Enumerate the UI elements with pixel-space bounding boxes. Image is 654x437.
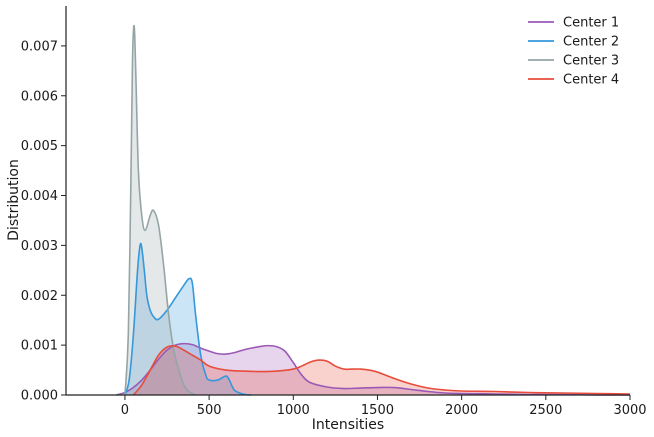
y-axis-title: Distribution xyxy=(6,159,22,241)
legend: Center 1 Center 2 Center 3 Center 4 xyxy=(528,16,619,88)
legend-label-center-4: Center 4 xyxy=(563,73,619,88)
area-center-3 xyxy=(124,25,196,396)
x-tick-label: 2500 xyxy=(529,403,562,418)
line-center-2 xyxy=(124,242,252,396)
x-tick-label: 1500 xyxy=(361,403,394,418)
x-tick-label: 2000 xyxy=(445,403,478,418)
x-tick-label: 3000 xyxy=(613,403,646,418)
legend-label-center-1: Center 1 xyxy=(563,16,619,31)
line-center-4 xyxy=(132,345,631,396)
legend-label-center-3: Center 3 xyxy=(563,54,619,69)
line-center-3 xyxy=(124,24,197,396)
y-tick-label: 0.002 xyxy=(21,289,58,304)
y-tick-label: 0.000 xyxy=(21,389,58,404)
series-lines xyxy=(116,24,631,396)
x-tick-label: 0 xyxy=(121,403,129,418)
y-tick-label: 0.003 xyxy=(21,239,58,254)
line-center-1 xyxy=(116,342,630,396)
legend-label-center-2: Center 2 xyxy=(563,35,619,50)
series-areas xyxy=(116,25,630,396)
axes: 0 500 1000 1500 2000 2500 3000 0.000 0.001 0.002 0… xyxy=(21,6,647,418)
y-tick-label: 0.007 xyxy=(21,39,58,54)
area-center-4 xyxy=(133,345,630,395)
y-tick-label: 0.004 xyxy=(21,189,58,204)
x-tick-label: 500 xyxy=(197,403,222,418)
y-tick-label: 0.005 xyxy=(21,139,58,154)
x-tick-label: 1000 xyxy=(277,403,310,418)
y-tick-label: 0.006 xyxy=(21,89,58,104)
x-axis-title: Intensities xyxy=(312,417,384,433)
area-center-1 xyxy=(116,343,630,395)
y-tick-label: 0.001 xyxy=(21,339,58,354)
